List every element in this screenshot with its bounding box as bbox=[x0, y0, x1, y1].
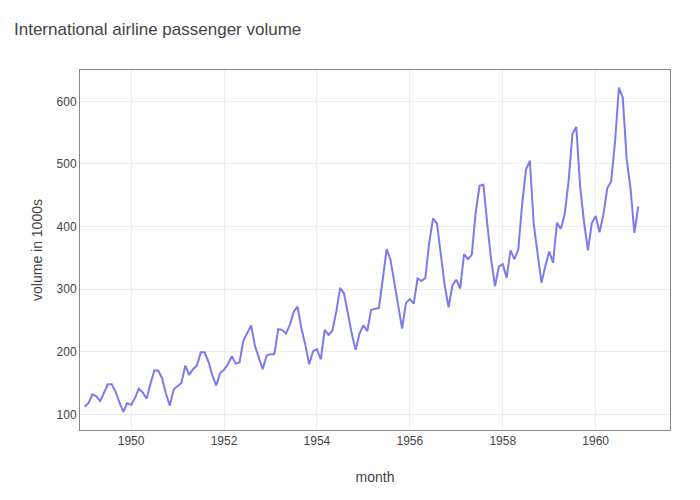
svg-text:1950: 1950 bbox=[118, 434, 145, 448]
svg-text:600: 600 bbox=[57, 95, 77, 109]
svg-text:1958: 1958 bbox=[489, 434, 516, 448]
svg-text:400: 400 bbox=[57, 220, 77, 234]
svg-text:500: 500 bbox=[57, 157, 77, 171]
svg-text:1954: 1954 bbox=[304, 434, 331, 448]
svg-text:100: 100 bbox=[57, 408, 77, 422]
svg-text:International airline passenge: International airline passenger volume bbox=[14, 20, 301, 39]
svg-text:month: month bbox=[356, 469, 395, 485]
svg-text:300: 300 bbox=[57, 282, 77, 296]
svg-text:1952: 1952 bbox=[211, 434, 238, 448]
svg-text:1960: 1960 bbox=[582, 434, 609, 448]
svg-text:volume in 1000s: volume in 1000s bbox=[29, 199, 45, 301]
svg-text:1956: 1956 bbox=[396, 434, 423, 448]
svg-text:200: 200 bbox=[57, 345, 77, 359]
